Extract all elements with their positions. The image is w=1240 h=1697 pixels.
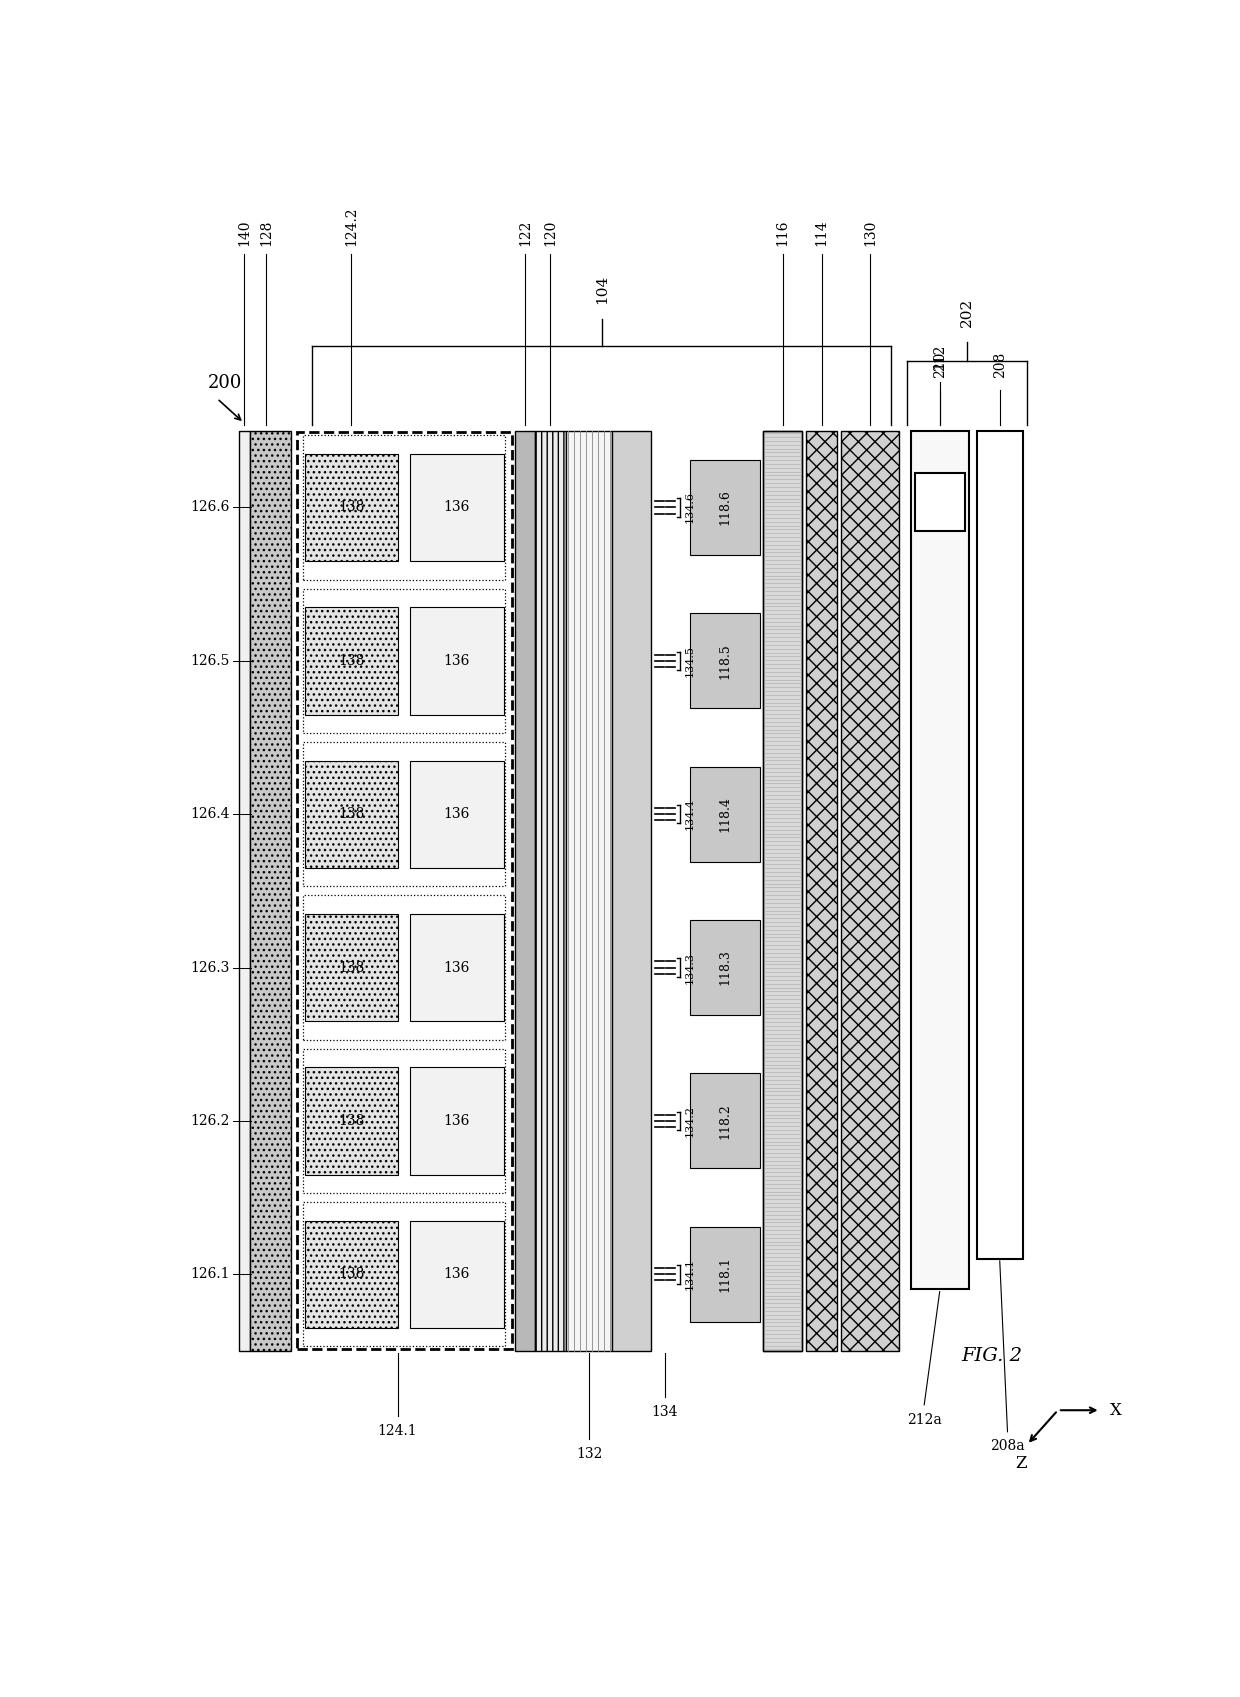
Text: X: X: [1110, 1402, 1122, 1419]
Text: 212a: 212a: [906, 1412, 941, 1427]
Bar: [410, 453, 503, 562]
Bar: [689, 460, 759, 555]
Text: 118.1: 118.1: [718, 1256, 732, 1291]
Text: 134: 134: [652, 1405, 678, 1419]
Bar: [410, 760, 503, 867]
Text: 120: 120: [543, 219, 557, 246]
Bar: [303, 896, 506, 1040]
Text: Z: Z: [1014, 1454, 1027, 1471]
Text: 118.4: 118.4: [718, 796, 732, 832]
Bar: [303, 436, 506, 580]
Text: 126.5: 126.5: [190, 653, 229, 669]
Bar: [613, 431, 651, 1351]
Text: 134.2: 134.2: [684, 1105, 694, 1137]
Text: 208a: 208a: [991, 1439, 1024, 1454]
Text: 126.1: 126.1: [190, 1268, 229, 1281]
Text: 138: 138: [339, 961, 365, 974]
Text: 136: 136: [444, 808, 470, 821]
Bar: [764, 431, 802, 1351]
Bar: [565, 431, 613, 1351]
Bar: [249, 431, 290, 1351]
Bar: [410, 1067, 503, 1174]
Text: 138: 138: [339, 653, 365, 669]
Text: 134.1: 134.1: [684, 1257, 694, 1290]
Bar: [303, 1201, 506, 1346]
Bar: [689, 1227, 759, 1322]
Bar: [303, 1049, 506, 1193]
Bar: [305, 1067, 398, 1174]
Text: 130: 130: [863, 219, 877, 246]
Text: 134.5: 134.5: [684, 645, 694, 677]
Bar: [305, 608, 398, 714]
Bar: [303, 742, 506, 886]
Text: 104: 104: [595, 275, 609, 304]
Bar: [910, 431, 968, 1290]
Bar: [689, 767, 759, 862]
Text: 122: 122: [518, 219, 532, 246]
Bar: [305, 760, 398, 867]
Bar: [305, 915, 398, 1022]
Bar: [410, 1220, 503, 1329]
Bar: [516, 431, 534, 1351]
Text: 126.4: 126.4: [190, 808, 229, 821]
Text: 118.5: 118.5: [718, 643, 732, 679]
Bar: [534, 431, 565, 1351]
Text: FIG. 2: FIG. 2: [961, 1347, 1023, 1366]
Text: 200: 200: [207, 375, 242, 392]
Text: 124.1: 124.1: [378, 1424, 418, 1437]
Text: 202: 202: [960, 297, 973, 328]
Text: 126.6: 126.6: [190, 501, 229, 514]
Text: 138: 138: [339, 808, 365, 821]
Text: 210: 210: [932, 351, 946, 378]
Text: 138: 138: [339, 501, 365, 514]
Text: 138: 138: [339, 1268, 365, 1281]
Text: 140: 140: [237, 219, 252, 246]
Bar: [303, 589, 506, 733]
Bar: [841, 431, 899, 1351]
Bar: [689, 613, 759, 708]
Bar: [305, 453, 398, 562]
Bar: [296, 433, 512, 1349]
Bar: [305, 1220, 398, 1329]
Text: 138: 138: [339, 1113, 365, 1129]
Text: 114: 114: [815, 219, 828, 246]
Text: 124.2: 124.2: [343, 207, 358, 246]
Text: 134.6: 134.6: [684, 492, 694, 523]
Bar: [977, 431, 1023, 1259]
Bar: [238, 431, 249, 1351]
Text: 136: 136: [444, 961, 470, 974]
Text: 136: 136: [444, 1113, 470, 1129]
Text: 132: 132: [575, 1448, 603, 1461]
Text: 134.3: 134.3: [684, 952, 694, 984]
Bar: [565, 431, 613, 1351]
Text: 118.6: 118.6: [718, 489, 732, 526]
Text: 128: 128: [259, 219, 273, 246]
Text: 126.3: 126.3: [190, 961, 229, 974]
Text: 136: 136: [444, 1268, 470, 1281]
Bar: [764, 431, 802, 1351]
Text: 212: 212: [932, 344, 946, 370]
Text: 118.3: 118.3: [718, 950, 732, 986]
Text: 116: 116: [776, 219, 790, 246]
Bar: [915, 473, 965, 531]
Text: 134.4: 134.4: [684, 798, 694, 830]
Bar: [410, 915, 503, 1022]
Text: 136: 136: [444, 501, 470, 514]
Text: 208: 208: [993, 353, 1007, 378]
Bar: [689, 920, 759, 1015]
Text: 118.2: 118.2: [718, 1103, 732, 1139]
Bar: [689, 1074, 759, 1169]
Bar: [806, 431, 837, 1351]
Bar: [410, 608, 503, 714]
Text: 126.2: 126.2: [190, 1113, 229, 1129]
Text: 136: 136: [444, 653, 470, 669]
